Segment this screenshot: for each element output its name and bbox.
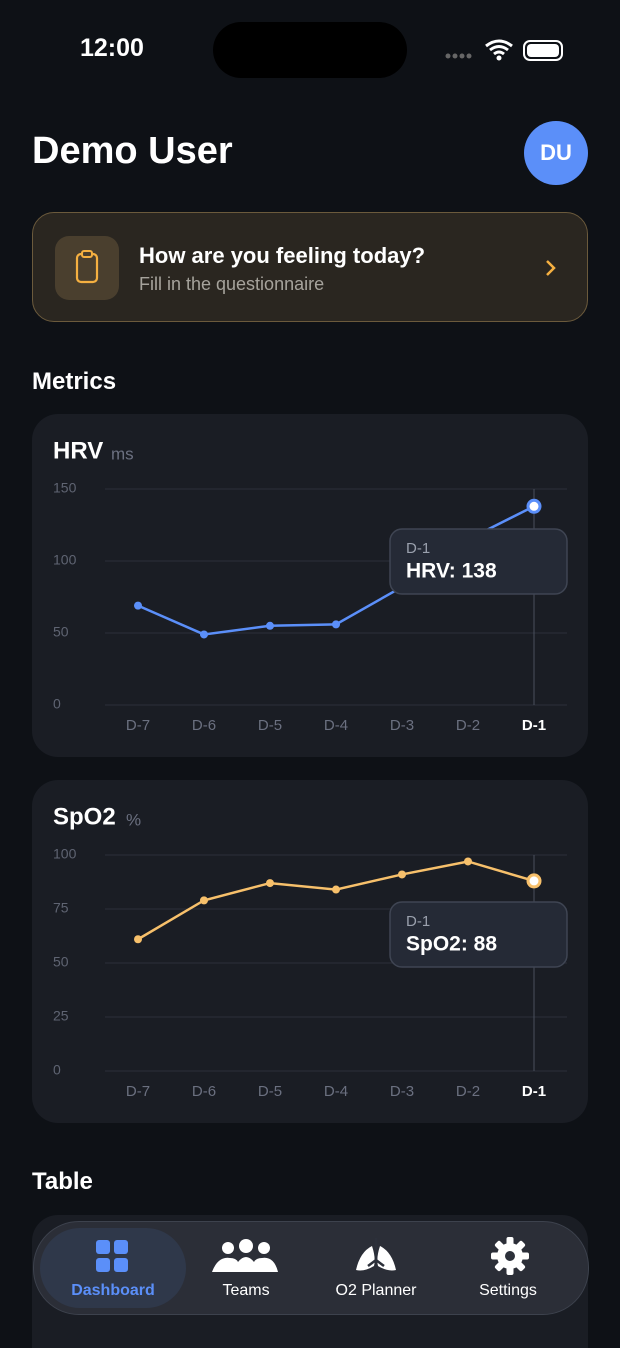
chart-title: SpO2 <box>53 803 116 830</box>
point <box>464 857 472 866</box>
tab-label[interactable]: Dashboard <box>71 1282 155 1299</box>
prompt-subtitle: Fill in the questionnaire <box>139 274 325 294</box>
tooltip-box <box>389 901 568 968</box>
point <box>134 935 142 944</box>
tab-label[interactable]: O2 Planner <box>335 1282 417 1299</box>
x-tick-label: D-7 <box>126 1083 150 1100</box>
x-tick-label: D-1 <box>522 1083 546 1100</box>
tooltip: D-1 HRV: 138 <box>389 528 568 595</box>
tooltip-label: D-1 <box>406 540 430 557</box>
y-tick-label: 0 <box>53 1062 61 1078</box>
point <box>134 601 142 610</box>
spo2-chart: SpO2 % 0 25 50 75 100 D-7 D-6 D-5 D-4 D-3 D-2 D-1 D-1 S… <box>32 780 588 1123</box>
x-tick-label: D-3 <box>390 1083 414 1100</box>
y-tick-label: 100 <box>53 846 77 862</box>
prompt-title: How are you feeling today? <box>139 243 426 268</box>
y-tick-label: 100 <box>53 552 77 568</box>
x-tick-label: D-4 <box>324 717 348 734</box>
y-tick-label: 75 <box>53 900 69 916</box>
x-tick-label: D-2 <box>456 717 480 734</box>
active-point <box>526 498 542 514</box>
tab-label[interactable]: Settings <box>479 1282 537 1299</box>
x-tick-label: D-6 <box>192 1083 216 1100</box>
y-tick-label: 50 <box>53 624 69 640</box>
status-time: 12:00 <box>80 34 144 62</box>
questionnaire-card[interactable]: How are you feeling today? Fill in the q… <box>32 212 588 322</box>
tooltip-value: HRV: 138 <box>406 560 497 583</box>
point <box>398 870 406 879</box>
x-tick-label: D-5 <box>258 717 282 734</box>
y-tick-label: 25 <box>53 1008 69 1024</box>
chart-unit: % <box>126 810 141 829</box>
x-tick-label: D-4 <box>324 1083 348 1100</box>
point <box>266 621 274 630</box>
x-tick-label: D-1 <box>522 717 546 734</box>
tab-icons <box>96 1237 529 1275</box>
x-tick-label: D-7 <box>126 717 150 734</box>
tooltip-label: D-1 <box>406 913 430 930</box>
chart-unit: ms <box>111 444 134 463</box>
hrv-chart: HRV ms 0 50 100 150 D-7 D-6 D-5 D-4 D-3 D-2 D-1 D-1 HR… <box>32 414 588 757</box>
x-tick-label: D-3 <box>390 717 414 734</box>
page-title: Demo User <box>32 130 233 172</box>
chevron <box>546 260 556 276</box>
x-tick-label: D-5 <box>258 1083 282 1100</box>
active-tab-bg <box>40 1228 186 1308</box>
x-tick-label: D-6 <box>192 717 216 734</box>
y-tick-label: 50 <box>53 954 69 970</box>
point <box>200 896 208 905</box>
section-title: Metrics <box>32 368 117 395</box>
tab-bar: Dashboard Teams O2 Planner Settings <box>33 1221 589 1315</box>
avatar[interactable]: DU <box>524 121 588 185</box>
point <box>200 630 208 639</box>
tooltip: D-1 SpO2: 88 <box>389 901 568 968</box>
dynamic-island <box>213 22 407 78</box>
point <box>332 620 340 629</box>
point <box>266 879 274 888</box>
section-title: Table <box>32 1168 93 1195</box>
active-point <box>526 873 542 889</box>
point <box>332 885 340 894</box>
tooltip-box <box>389 528 568 595</box>
y-tick-label: 0 <box>53 696 61 712</box>
tooltip-value: SpO2: 88 <box>406 933 497 956</box>
chart-title: HRV <box>53 437 103 464</box>
status-icons <box>445 39 563 61</box>
y-tick-label: 150 <box>53 480 77 496</box>
tab-label[interactable]: Teams <box>222 1282 270 1299</box>
x-tick-label: D-2 <box>456 1083 480 1100</box>
clipboard-icon <box>55 236 119 300</box>
